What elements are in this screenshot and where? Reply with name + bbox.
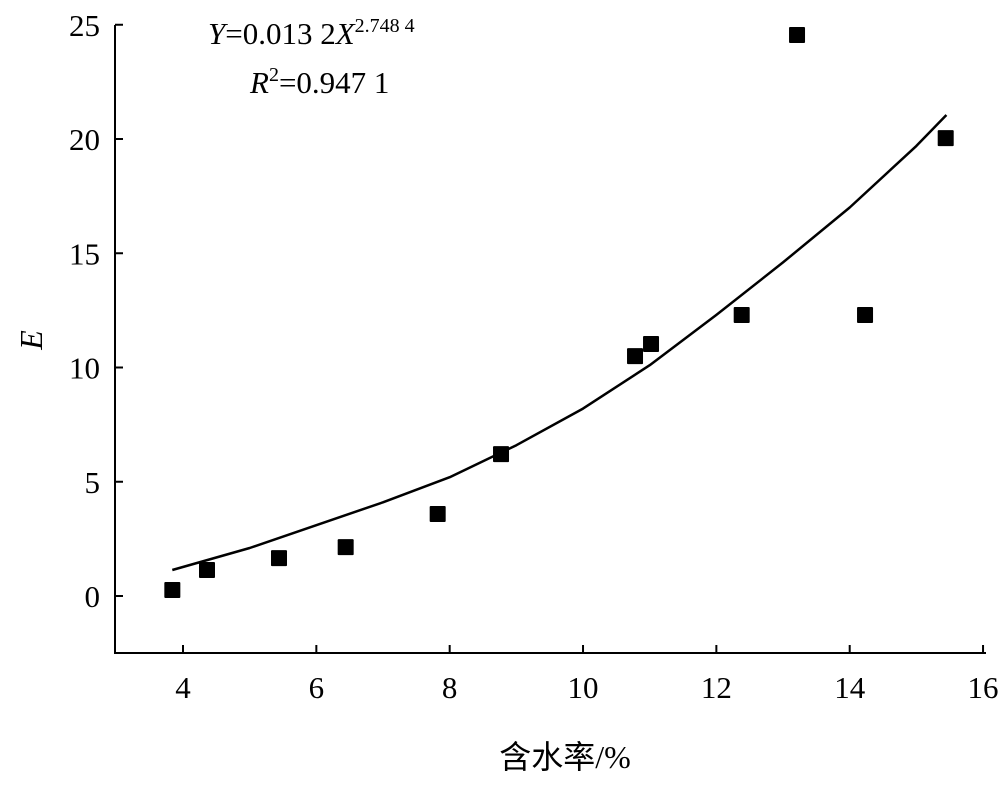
data-point [429,505,446,522]
data-point [271,550,288,567]
data-points [164,27,954,599]
equation-x: X [334,16,356,51]
y-tick-label: 0 [85,579,101,614]
equation-annotation: Y=0.013 2X2.748 4 [208,15,415,51]
fit-curve-group [171,114,948,572]
y-axis-title: E [13,330,49,351]
x-axis-title: 含水率/% [499,739,631,775]
data-point [643,335,660,352]
fit-curve [171,114,948,572]
ticks: 4 6 8 10 12 14 16 0 5 10 15 20 25 [69,8,999,705]
x-tick-label: 6 [309,670,325,705]
equation-coefficient: =0.013 2 [225,16,335,51]
equation-exponent: 2.748 4 [355,15,415,37]
y-tick-label: 5 [85,465,101,500]
data-point [627,348,644,365]
y-tick-label: 10 [69,351,100,386]
x-tick-label: 4 [175,670,191,705]
r2-superscript: 2 [269,64,279,86]
data-point [937,130,954,147]
r2-value: =0.947 1 [279,65,389,100]
data-point [493,446,510,463]
data-point [337,539,354,556]
y-tick-label: 15 [69,236,100,271]
data-point [199,561,216,578]
r-squared-annotation: R2=0.947 1 [249,64,389,100]
x-tick-label: 16 [968,670,999,705]
y-tick-label: 25 [69,8,100,43]
data-point [164,582,181,599]
data-point [857,306,874,323]
axes [114,25,986,654]
r2-r: R [249,65,269,100]
x-tick-label: 10 [568,670,599,705]
x-tick-label: 12 [701,670,732,705]
equation-y: Y [208,16,228,51]
x-tick-label: 14 [834,670,866,705]
data-point [733,306,750,323]
data-point [789,27,806,44]
x-tick-label: 8 [442,670,458,705]
y-tick-label: 20 [69,122,100,157]
